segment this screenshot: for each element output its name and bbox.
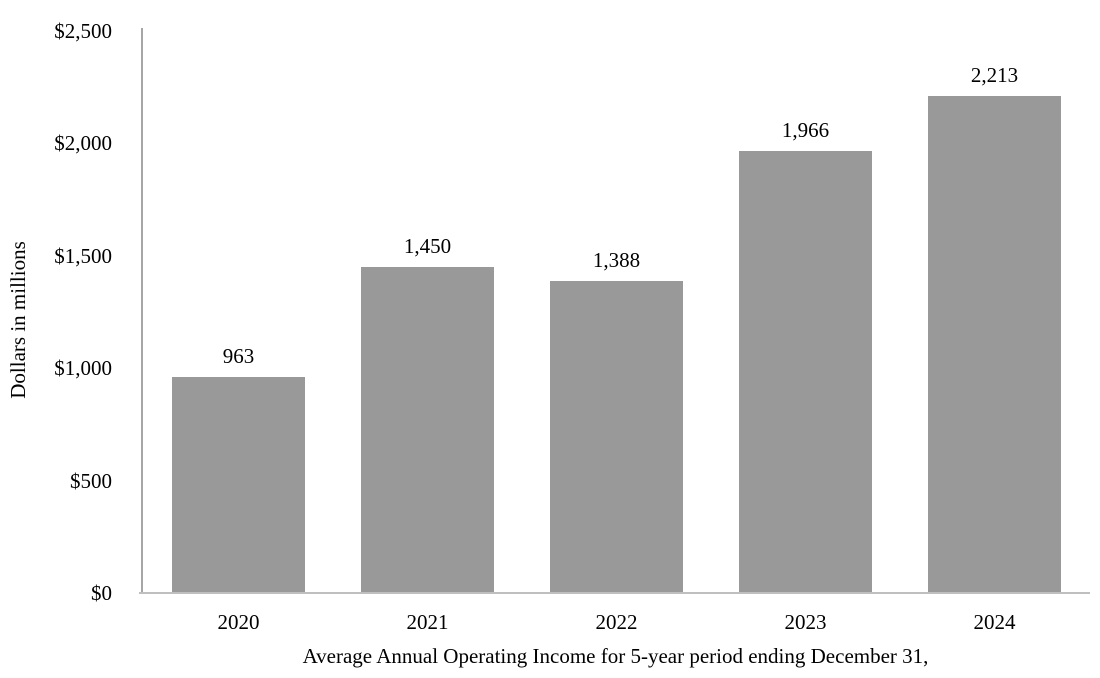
bar-2020 (172, 376, 305, 592)
bar-value-label-2022: 1,388 (592, 247, 641, 272)
bar-value-label-2020: 963 (222, 343, 255, 368)
y-tick-label: $1,500 (54, 243, 112, 268)
bar-2023 (739, 151, 872, 592)
bar-2024 (928, 95, 1061, 592)
bar-2022 (550, 280, 683, 592)
x-tick-label-2023: 2023 (784, 610, 827, 634)
y-tick-label: $1,000 (54, 356, 112, 381)
y-tick-label: $2,500 (54, 19, 112, 43)
bar-value-label-2023: 1,966 (781, 118, 830, 143)
x-axis-title: Average Annual Operating Income for 5-ye… (302, 644, 929, 668)
bar-value-label-2024: 2,213 (970, 62, 1019, 87)
x-axis-line (139, 592, 1090, 594)
x-tick-label-2024: 2024 (973, 610, 1016, 634)
y-tick-label: $0 (91, 581, 112, 605)
y-tick-label: $2,000 (54, 131, 112, 156)
y-axis-line (141, 28, 143, 593)
y-tick-label: $500 (70, 468, 112, 493)
bar-2021 (361, 267, 494, 592)
bar-value-label-2021: 1,450 (403, 234, 452, 259)
x-tick-label-2020: 2020 (217, 610, 260, 634)
x-tick-label-2021: 2021 (406, 610, 449, 634)
x-tick-label-2022: 2022 (595, 610, 638, 634)
